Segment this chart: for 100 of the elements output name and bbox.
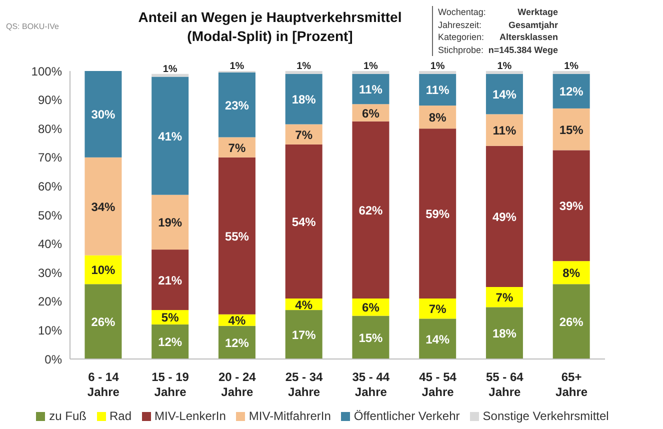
bar (419, 71, 456, 74)
data-label: 7% (428, 302, 447, 316)
data-label: 7% (228, 140, 246, 155)
x-tick-label: 35 - 44 Jahre (352, 370, 390, 399)
bar (419, 128, 456, 299)
x-tick-label: 15 - 19 Jahre (152, 370, 190, 399)
data-label: 39% (559, 199, 584, 214)
data-label: 5% (161, 310, 180, 325)
data-label: 54% (292, 214, 316, 229)
bar (218, 72, 256, 138)
text: Jahreszeit: Gesamtjahr (438, 20, 558, 30)
data-label: 8% (428, 110, 447, 125)
legend-label: Rad (108, 409, 132, 423)
y-tick-label: 40% (38, 237, 62, 252)
data-label: 49% (492, 210, 517, 224)
legend-label: MIV-LenkerIn (154, 409, 226, 423)
y-tick-label: 20% (38, 294, 62, 309)
bar (84, 157, 122, 256)
bar (486, 71, 523, 74)
data-label: 15% (358, 330, 384, 345)
data-label: 11% (426, 83, 450, 98)
bar (486, 74, 523, 114)
data-label: 23% (224, 98, 250, 112)
bar (285, 144, 322, 299)
data-label: 19% (158, 216, 182, 230)
bar (352, 71, 390, 74)
x-tick-label: 45 - 54 Jahre (419, 370, 457, 399)
bar (152, 76, 189, 195)
data-label: 15% (559, 122, 584, 137)
data-label: 12% (158, 335, 182, 350)
data-label: 1% (564, 61, 579, 72)
data-label: 1% (162, 64, 178, 75)
data-label: 1% (363, 61, 378, 72)
bar (152, 194, 189, 250)
y-tick-label: 100% (31, 64, 62, 78)
data-label: 41% (158, 129, 182, 144)
data-label: 12% (559, 84, 584, 99)
y-tick-label: 70% (38, 150, 62, 165)
data-label: 6% (362, 300, 380, 315)
bar (152, 250, 189, 310)
data-label: 1% (497, 61, 512, 72)
y-tick-label: 10% (38, 323, 62, 338)
data-label: 26% (559, 315, 584, 330)
chart-title: Anteil an Wegen je Hauptverkehrsmittel (Modal-Split) in [Prozent] (137, 8, 403, 46)
bar (486, 307, 523, 359)
data-label: 7% (295, 128, 313, 142)
bar (419, 74, 456, 106)
text: Wochentag: Werktage (438, 7, 558, 17)
data-label: 4% (295, 298, 313, 312)
bar (486, 114, 523, 146)
data-label: 1% (296, 61, 312, 72)
data-label: 7% (496, 290, 514, 305)
bar (352, 121, 390, 299)
data-label: 17% (292, 328, 316, 342)
x-tick-label: 65+ Jahre (556, 370, 588, 399)
data-label: 14% (492, 88, 517, 102)
data-label: 26% (91, 315, 116, 330)
data-label: 4% (228, 314, 246, 328)
x-tick-label: 55 - 64 Jahre (486, 370, 524, 399)
bar (419, 318, 456, 359)
data-label: 1% (430, 61, 445, 72)
data-label: 11% (492, 124, 516, 138)
bar (552, 108, 590, 150)
x-tick-label: 20 - 24 Jahre (218, 370, 256, 399)
data-label: 62% (358, 203, 384, 218)
bar (285, 71, 322, 74)
y-tick-label: 90% (38, 93, 62, 108)
legend-label: MIV-MitfahrerIn (248, 409, 331, 423)
data-label: 18% (292, 92, 316, 107)
data-label: 18% (492, 326, 517, 341)
data-label: 14% (426, 332, 450, 346)
legend-label: zu Fuß (48, 409, 86, 423)
legend-label: Öffentlicher Verkehr (352, 409, 460, 423)
bar (218, 137, 256, 158)
x-tick-label: 6 - 14 Jahre (87, 370, 120, 399)
text: QS: BOKU-IVe (6, 22, 59, 31)
y-tick-label: 50% (38, 208, 62, 222)
text: Kategorien: Altersklassen (438, 32, 558, 42)
data-label: 34% (91, 200, 116, 214)
y-tick-label: 80% (38, 122, 62, 136)
data-label: 8% (562, 266, 580, 280)
data-label: 6% (362, 106, 380, 120)
bar (84, 71, 122, 158)
bar (152, 74, 189, 77)
bar (352, 316, 390, 359)
bar (552, 284, 590, 359)
x-tick-label: 25 - 34 Jahre (285, 370, 324, 399)
data-label: 12% (224, 336, 250, 350)
legend-label: Sonstige Verkehrsmittel (482, 409, 609, 423)
bar (285, 74, 322, 124)
bar (218, 157, 256, 314)
data-label: 10% (91, 263, 116, 278)
bar (552, 150, 590, 262)
bar (486, 146, 523, 287)
y-tick-label: 0% (44, 352, 62, 366)
data-label: 11% (359, 82, 383, 96)
bar (552, 74, 590, 108)
data-label: 55% (224, 229, 250, 244)
data-label: 59% (426, 207, 450, 222)
bar (285, 310, 322, 359)
